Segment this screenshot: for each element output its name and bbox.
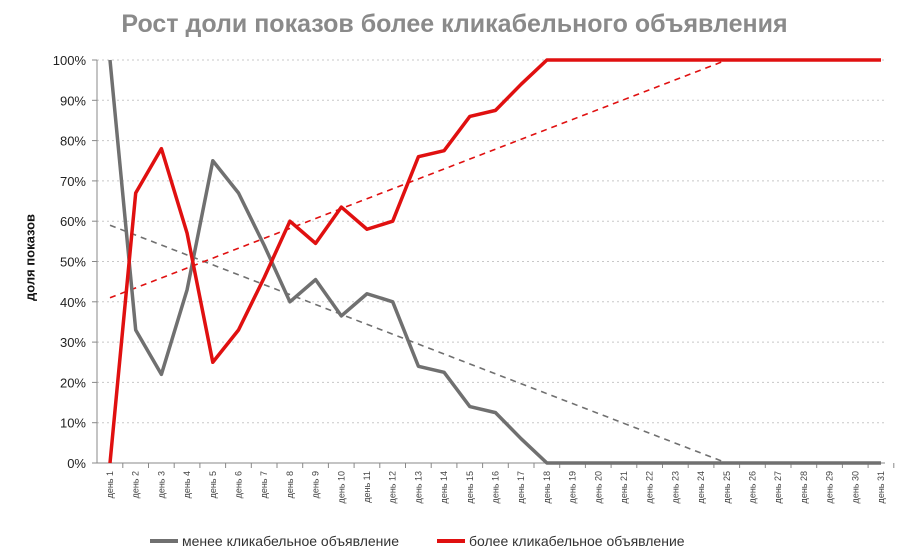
y-tick-label: 60% bbox=[60, 214, 86, 229]
y-tick-label: 70% bbox=[60, 174, 86, 189]
x-tick-label: день 27 bbox=[773, 471, 783, 503]
y-tick-label: 10% bbox=[60, 416, 86, 431]
x-tick-label: день 5 bbox=[208, 471, 218, 498]
x-tick-label: день 11 bbox=[362, 471, 372, 503]
x-tick-label: день 13 bbox=[413, 471, 423, 503]
x-tick-label: день 10 bbox=[336, 471, 346, 503]
trendline-less bbox=[109, 224, 728, 464]
legend: менее кликабельное объявление более клик… bbox=[150, 533, 685, 549]
x-tick-label: день 21 bbox=[619, 471, 629, 503]
legend-item-less: менее кликабельное объявление bbox=[150, 533, 399, 549]
x-tick-label: день 25 bbox=[722, 471, 732, 503]
chart-title: Рост доли показов более кликабельного об… bbox=[121, 10, 788, 38]
x-tick-label: день 8 bbox=[285, 471, 295, 498]
legend-swatch-red bbox=[437, 539, 466, 543]
x-tick-label: день 23 bbox=[670, 471, 680, 503]
series-line-less bbox=[108, 59, 881, 465]
y-tick-label: 20% bbox=[60, 375, 86, 390]
legend-label: менее кликабельное объявление bbox=[182, 533, 400, 549]
x-tick-label: день 19 bbox=[568, 471, 578, 503]
x-tick-label: день 7 bbox=[259, 471, 269, 498]
x-tick-label: день 30 bbox=[850, 471, 860, 503]
x-tick-label: день 17 bbox=[516, 471, 526, 503]
x-tick-label: день 28 bbox=[799, 471, 809, 503]
y-tick-label: 90% bbox=[60, 93, 86, 108]
x-tick-label: день 2 bbox=[131, 471, 141, 498]
y-tick-label: 80% bbox=[60, 134, 86, 149]
x-tick-label: день 31 bbox=[876, 471, 886, 503]
x-tick-label: день 15 bbox=[465, 471, 475, 503]
y-tick-label: 30% bbox=[60, 335, 86, 350]
x-tick-label: день 16 bbox=[491, 471, 501, 503]
legend-label: более кликабельное объявление bbox=[469, 533, 685, 549]
x-tick-label: день 1 bbox=[105, 471, 115, 498]
x-tick-label: день 26 bbox=[748, 471, 758, 503]
series-line-more bbox=[108, 58, 881, 464]
y-tick-label: 100% bbox=[53, 53, 87, 68]
x-tick-label: день 3 bbox=[156, 471, 166, 498]
x-tick-label: день 29 bbox=[825, 471, 835, 503]
x-tick-label: день 14 bbox=[439, 471, 449, 503]
legend-item-more: более кликабельное объявление bbox=[437, 533, 685, 549]
x-tick-label: день 20 bbox=[593, 471, 603, 503]
x-tick-label: день 12 bbox=[388, 471, 398, 503]
y-tick-label: 50% bbox=[60, 255, 86, 270]
x-tick-label: день 4 bbox=[182, 471, 192, 498]
legend-swatch-gray bbox=[150, 539, 178, 543]
x-tick-label: день 9 bbox=[311, 471, 321, 498]
trendline-more bbox=[109, 59, 728, 299]
x-tick-label: день 22 bbox=[645, 471, 655, 503]
y-tick-label: 40% bbox=[60, 295, 86, 310]
x-tick-label: день 24 bbox=[696, 471, 706, 503]
y-tick-label: 0% bbox=[67, 456, 86, 471]
x-tick-label: день 6 bbox=[234, 471, 244, 498]
x-tick-label: день 18 bbox=[542, 471, 552, 503]
